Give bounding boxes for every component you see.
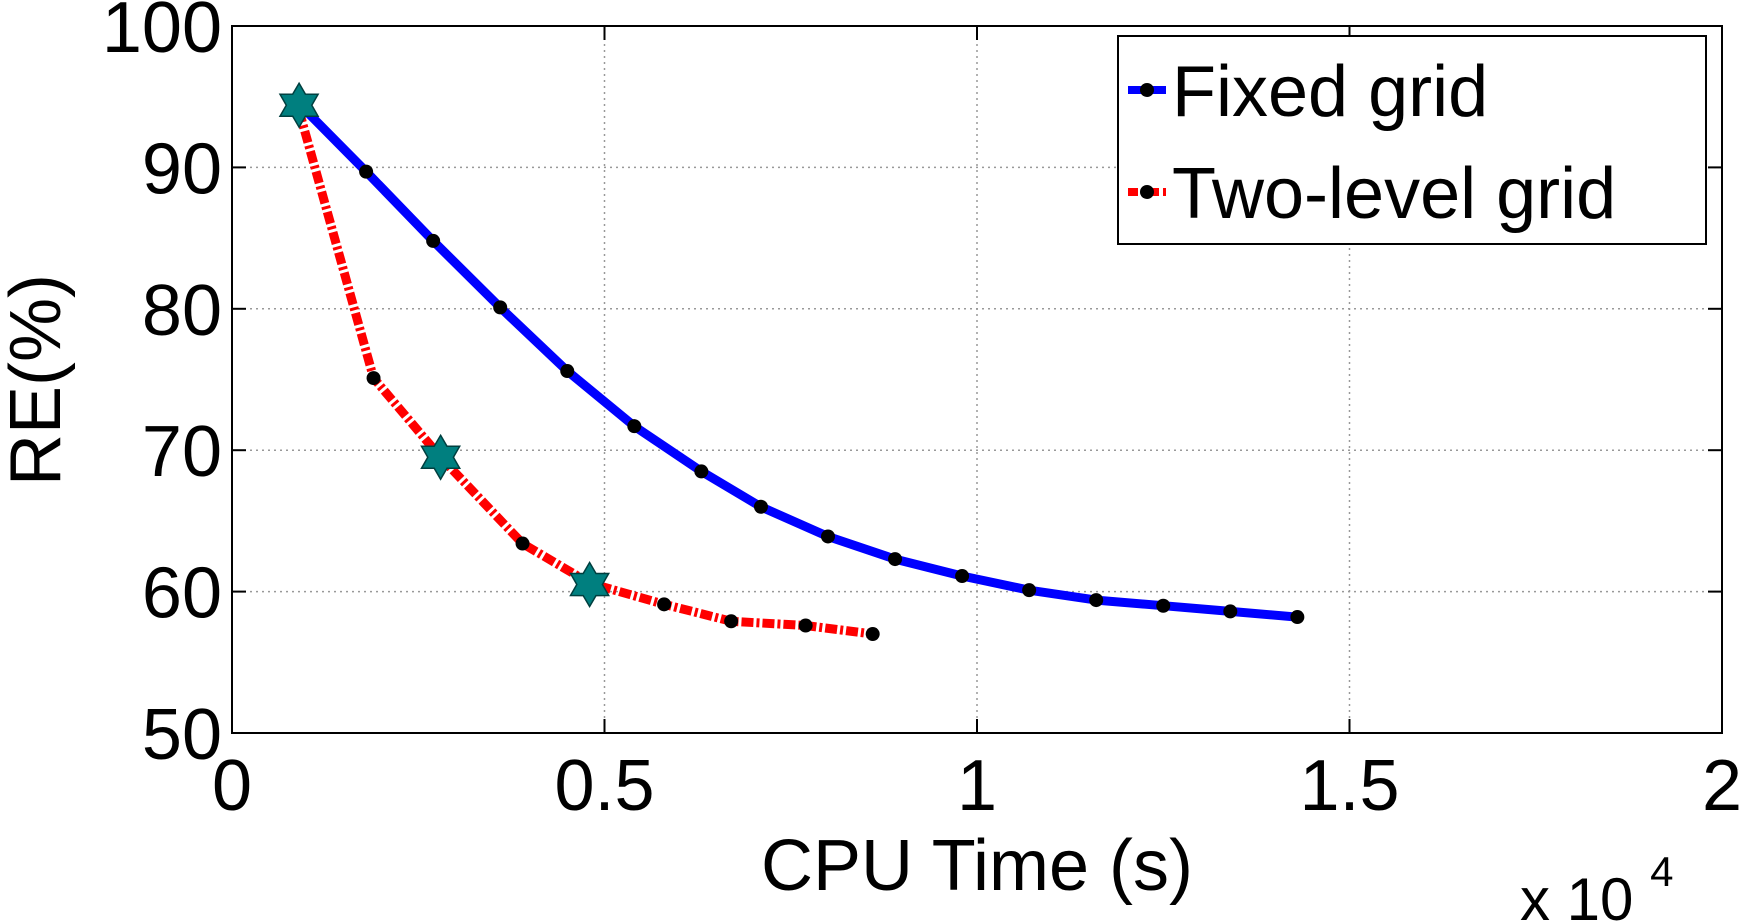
fixed-grid-point xyxy=(627,419,642,434)
fixed-grid-point xyxy=(888,552,903,567)
x-axis-label: CPU Time (s) xyxy=(761,826,1193,906)
fixed-grid-point xyxy=(493,300,508,315)
two-level-grid-point xyxy=(366,371,381,386)
grid-lines xyxy=(232,26,1722,733)
two-level-grid-point xyxy=(657,597,672,612)
x-tick-label: 1.5 xyxy=(1299,746,1399,826)
fixed-grid-point xyxy=(821,529,835,544)
fixed-grid-line xyxy=(295,100,1298,622)
y-tick-label: 80 xyxy=(142,271,222,351)
fixed-grid-point xyxy=(1089,593,1104,608)
fixed-grid-point xyxy=(1290,610,1305,625)
series-layer xyxy=(278,81,1305,642)
two-level-grid-highlight-star xyxy=(278,81,320,129)
two-level-grid-point xyxy=(798,618,813,633)
legend-two-level-grid-marker xyxy=(1140,185,1154,199)
two-level-grid-highlight-star xyxy=(569,561,610,608)
legend-fixed-grid-label: Fixed grid xyxy=(1172,52,1488,132)
fixed-grid-point xyxy=(753,499,768,514)
fixed-grid-point xyxy=(955,569,970,584)
two-level-grid-point xyxy=(724,614,739,629)
x-axis-multiplier: x 10 4 xyxy=(1520,848,1673,924)
two-level-grid-point xyxy=(515,536,530,551)
fixed-grid-point xyxy=(1156,598,1171,613)
axis-ticks: 0 0.5 1 1.5 2 50 60 70 80 90 100 xyxy=(102,0,1741,826)
x-multiplier-exponent: 4 xyxy=(1650,848,1673,895)
two-level-grid-highlight-star xyxy=(420,433,461,481)
legend: Fixed grid Two-level grid xyxy=(1117,35,1707,245)
legend-fixed-grid-marker xyxy=(1140,83,1154,97)
y-tick-label: 90 xyxy=(142,129,222,209)
x-tick-label: 0 xyxy=(212,746,252,826)
two-level-grid-point xyxy=(865,627,880,642)
fixed-grid-point xyxy=(359,164,374,179)
fixed-grid-point xyxy=(560,364,575,379)
y-tick-label: 50 xyxy=(142,695,222,775)
x-tick-label: 1 xyxy=(957,746,997,826)
x-multiplier-base: x 10 xyxy=(1520,866,1633,924)
legend-two-level-grid-label: Two-level grid xyxy=(1172,154,1616,234)
y-tick-label: 70 xyxy=(142,412,222,492)
fixed-grid-point xyxy=(1022,583,1037,598)
fixed-grid-point xyxy=(694,464,709,479)
y-axis-label: RE(%) xyxy=(0,274,76,486)
legend-box xyxy=(1117,35,1707,245)
x-tick-label: 0.5 xyxy=(554,746,654,826)
fixed-grid-point xyxy=(1223,604,1238,619)
y-tick-label: 100 xyxy=(102,0,222,68)
fixed-grid-point xyxy=(426,233,441,248)
y-tick-label: 60 xyxy=(142,554,222,634)
x-tick-label: 2 xyxy=(1702,746,1741,826)
